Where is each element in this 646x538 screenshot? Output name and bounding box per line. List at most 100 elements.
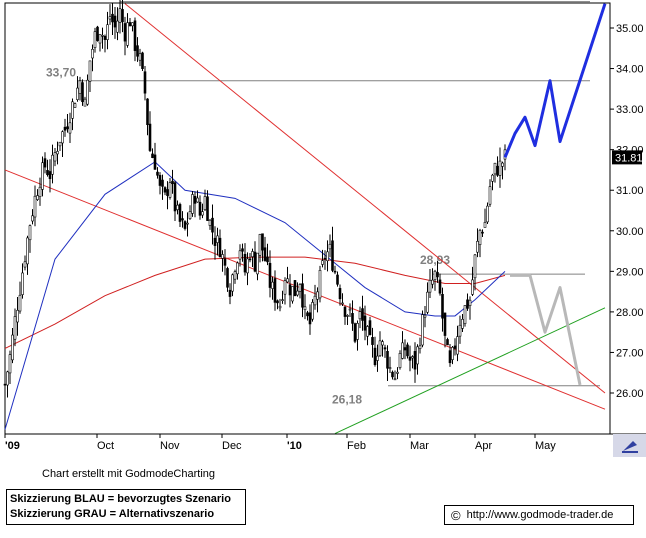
candle-body xyxy=(493,162,497,175)
candle-body xyxy=(316,291,319,300)
candle-body xyxy=(381,341,384,346)
candle-body xyxy=(476,241,479,253)
candle-body xyxy=(168,182,172,198)
trendline xyxy=(334,307,606,435)
y-tick-label: 35.00 xyxy=(616,23,644,35)
price-chart: 35,65 33,70 28,93 26,18 26.00 27.00 28.00 29.0… xyxy=(3,0,646,460)
y-tick-label: 33.00 xyxy=(616,104,644,116)
candle-body xyxy=(116,20,119,33)
candle-body xyxy=(483,222,487,228)
candle-body xyxy=(416,346,419,365)
candle-body xyxy=(86,79,89,105)
candle-body xyxy=(126,22,129,46)
candle-body xyxy=(491,174,494,182)
candle-body xyxy=(463,305,467,324)
candle-body xyxy=(121,9,124,23)
candle-body xyxy=(388,367,392,369)
source-link[interactable]: © http://www.godmode-trader.de xyxy=(444,505,634,525)
candle-body xyxy=(151,153,154,158)
candle-body xyxy=(481,231,484,234)
level-label: 26,18 xyxy=(332,393,362,407)
candle-body xyxy=(386,351,389,369)
candle-body xyxy=(6,371,9,386)
candle-body xyxy=(281,299,284,301)
candle-body xyxy=(286,278,289,283)
candle-body xyxy=(418,345,422,350)
candle-body xyxy=(111,13,114,23)
candle-body xyxy=(136,45,139,57)
candle-body xyxy=(138,53,142,61)
ma-red-line xyxy=(4,256,506,349)
source-url[interactable]: http://www.godmode-trader.de xyxy=(466,509,614,521)
x-tick-label: Nov xyxy=(160,440,180,452)
candle-body xyxy=(223,258,227,266)
candle-body xyxy=(91,48,94,59)
price-axis-area xyxy=(610,3,646,460)
candle-body xyxy=(81,82,84,103)
x-tick-label: Apr xyxy=(475,440,492,452)
candle-body xyxy=(18,294,22,312)
candle-body xyxy=(61,131,64,144)
candle-body xyxy=(248,258,252,261)
candle-body xyxy=(336,274,339,285)
candle-body xyxy=(383,347,387,350)
candle-body xyxy=(186,222,189,225)
trendline xyxy=(124,3,606,394)
candle-body xyxy=(146,98,149,126)
candle-body xyxy=(3,383,7,386)
candle-body xyxy=(106,24,109,40)
candle-body xyxy=(421,314,424,346)
x-tick-label: Oct xyxy=(97,440,114,452)
candle-body xyxy=(16,310,19,323)
candle-body xyxy=(191,194,194,214)
candle-body xyxy=(246,258,249,274)
candle-body xyxy=(141,52,144,69)
scenario-legend: Skizzierung BLAU = bevorzugtes Szenario … xyxy=(6,489,246,525)
candle-body xyxy=(193,196,197,204)
candle-body xyxy=(268,262,272,288)
candle-body xyxy=(403,347,407,351)
plot-area xyxy=(4,2,611,435)
x-tick-label: Feb xyxy=(347,440,366,452)
last-price-badge xyxy=(612,150,642,165)
level-label: 28,93 xyxy=(420,253,450,267)
candle-body xyxy=(453,345,457,349)
candle-body xyxy=(216,235,219,243)
candle-body xyxy=(356,323,359,340)
candle-body xyxy=(161,179,164,187)
candle-body xyxy=(398,353,402,368)
candle-body xyxy=(443,312,447,336)
candle-body xyxy=(431,279,434,285)
candle-body xyxy=(93,31,97,48)
y-tick-label: 29.00 xyxy=(616,266,644,278)
candle-body xyxy=(333,270,337,273)
candle-body xyxy=(291,286,294,302)
candle-body xyxy=(238,250,242,260)
candle-body xyxy=(176,204,179,210)
candle-body xyxy=(183,221,187,229)
candle-body xyxy=(218,237,222,258)
candle-body xyxy=(133,20,137,51)
candle-body xyxy=(448,350,452,364)
candle-body xyxy=(58,141,62,147)
level-label: 35,65 xyxy=(78,0,108,1)
candle-body xyxy=(53,152,57,162)
candle-body xyxy=(293,280,297,297)
chart-logo xyxy=(613,434,646,457)
candle-body xyxy=(276,300,279,304)
candle-body xyxy=(438,279,442,294)
candlesticks xyxy=(3,0,507,398)
candle-body xyxy=(311,302,314,320)
candle-body xyxy=(331,240,334,271)
candle-body xyxy=(288,284,292,296)
y-tick-label: 26.00 xyxy=(616,388,644,400)
candle-body xyxy=(363,315,367,331)
candle-body xyxy=(323,257,327,260)
ma-blue-line xyxy=(4,161,506,430)
candle-body xyxy=(273,278,277,303)
candle-body xyxy=(378,340,382,356)
candle-body xyxy=(318,270,322,299)
candle-body xyxy=(303,306,307,310)
candle-body xyxy=(148,123,152,151)
candle-body xyxy=(456,336,459,355)
